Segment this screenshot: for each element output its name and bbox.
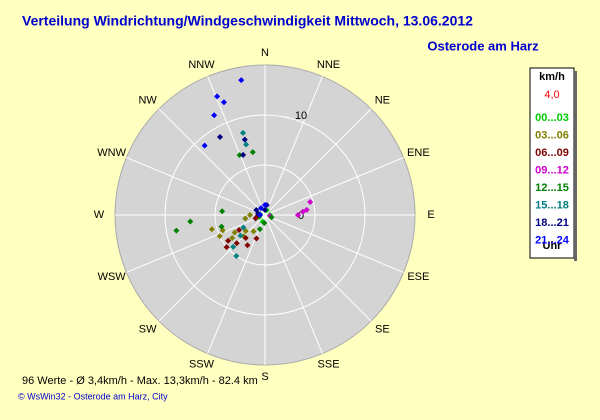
data-point	[214, 93, 221, 100]
direction-label: WNW	[97, 147, 126, 159]
data-point	[237, 232, 244, 239]
data-point	[243, 141, 250, 148]
spoke	[264, 214, 323, 354]
r-tick-label: 10	[295, 110, 307, 122]
direction-label: N	[261, 47, 269, 59]
spoke	[126, 214, 266, 273]
legend-label: 06...09	[535, 147, 569, 159]
direction-label: SW	[139, 323, 157, 335]
data-point	[295, 212, 301, 218]
data-point	[249, 149, 256, 156]
spoke	[264, 76, 323, 216]
data-point	[253, 235, 260, 242]
current-value: 4,0	[544, 89, 559, 101]
data-point	[173, 227, 180, 234]
data-point	[252, 215, 259, 222]
data-point	[242, 234, 249, 241]
spoke	[158, 108, 266, 216]
data-point	[216, 233, 223, 240]
chart-subtitle: Osterode am Harz	[427, 38, 539, 53]
data-point	[236, 227, 243, 233]
data-point	[256, 226, 263, 233]
spoke	[207, 76, 266, 216]
direction-label: WSW	[98, 271, 127, 283]
data-point	[240, 151, 247, 158]
data-point	[257, 212, 263, 218]
data-point	[220, 99, 227, 106]
direction-label: SSE	[318, 359, 340, 371]
data-point	[268, 214, 275, 221]
data-point	[238, 77, 245, 84]
data-point	[247, 212, 253, 218]
data-point	[250, 228, 257, 235]
legend-label: 03...06	[535, 129, 569, 141]
data-point	[240, 129, 247, 136]
legend-label: 00...03	[535, 112, 569, 124]
direction-label: SSW	[189, 359, 215, 371]
data-point	[208, 226, 215, 233]
direction-label: E	[427, 209, 434, 221]
chart-title: Verteilung Windrichtung/Windgeschwindigk…	[22, 13, 473, 29]
data-point	[242, 215, 249, 222]
data-point	[261, 219, 268, 226]
legend-label: 12...15	[535, 182, 569, 194]
data-point	[233, 240, 240, 247]
data-point	[241, 136, 248, 143]
data-point	[307, 199, 314, 206]
data-point	[229, 234, 236, 241]
data-point	[223, 244, 230, 251]
direction-label: NNW	[188, 59, 215, 71]
direction-label: NE	[375, 94, 390, 106]
data-point	[201, 142, 208, 149]
legend-label: 21...24	[535, 234, 570, 246]
spoke	[158, 214, 266, 322]
stats: 96 Werte - Ø 3,4km/h - Max. 13,3km/h - 8…	[22, 375, 258, 387]
spoke	[264, 214, 372, 322]
direction-label: ENE	[407, 147, 430, 159]
data-point	[187, 218, 194, 225]
legend-label: 09...12	[535, 164, 569, 176]
legend-title: km/h	[539, 71, 565, 83]
direction-label: S	[261, 371, 268, 383]
data-point	[230, 243, 237, 250]
data-point	[240, 224, 247, 231]
credit: © WsWin32 - Osterode am Harz, City	[18, 391, 168, 401]
data-point	[217, 134, 223, 141]
data-point	[225, 237, 232, 244]
data-point	[262, 202, 268, 208]
data-point	[233, 252, 240, 259]
data-point	[303, 206, 310, 213]
direction-label: NW	[138, 94, 157, 106]
spoke	[126, 157, 266, 216]
legend-shadow	[574, 71, 577, 261]
data-point	[219, 208, 226, 215]
data-point	[211, 112, 218, 119]
data-point	[236, 152, 243, 159]
r-tick-label: 0	[298, 210, 304, 222]
direction-label: NNE	[317, 59, 340, 71]
data-point	[231, 229, 238, 236]
data-point	[242, 228, 249, 235]
legend-footer: Uhr	[543, 240, 563, 252]
legend-box	[529, 67, 575, 259]
spoke	[264, 214, 404, 273]
direction-label: SE	[375, 323, 390, 335]
legend-label: 15...18	[535, 199, 569, 211]
direction-label: ESE	[407, 271, 429, 283]
data-point	[244, 242, 251, 249]
legend-label: 18...21	[535, 217, 569, 229]
data-point	[258, 205, 264, 212]
spoke	[264, 108, 372, 216]
direction-label: W	[94, 209, 105, 221]
spoke	[264, 157, 404, 216]
data-point	[218, 223, 225, 230]
